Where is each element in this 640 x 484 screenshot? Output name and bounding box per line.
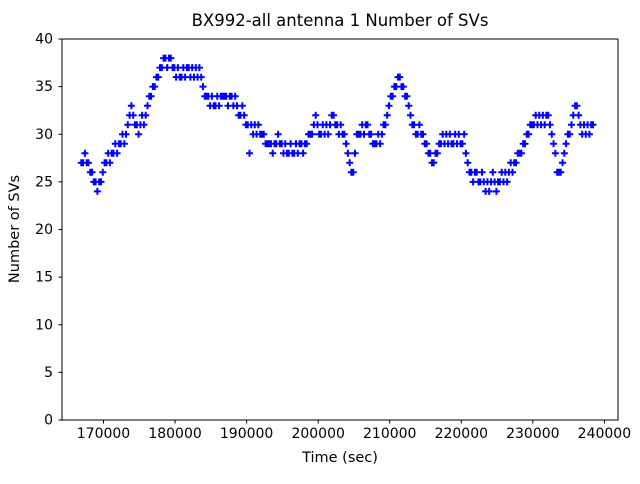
x-tick-label: 190000 — [220, 426, 273, 442]
y-tick-label: 40 — [35, 32, 53, 48]
chart-title: BX992-all antenna 1 Number of SVs — [192, 11, 489, 30]
x-tick-label: 200000 — [291, 426, 344, 442]
y-tick-label: 20 — [35, 222, 53, 238]
y-tick-label: 15 — [35, 270, 53, 286]
x-tick-label: 180000 — [148, 426, 201, 442]
y-axis-label: Number of SVs — [7, 175, 23, 283]
plot-area-border — [61, 38, 619, 421]
x-tick-label: 230000 — [506, 426, 559, 442]
y-tick-label: 5 — [44, 365, 53, 381]
y-tick-label: 10 — [35, 317, 53, 333]
x-tick-label: 240000 — [578, 426, 631, 442]
data-series-markers — [77, 54, 597, 195]
x-tick-label: 210000 — [363, 426, 416, 442]
plot-area — [62, 39, 618, 420]
y-tick-label: 35 — [35, 79, 53, 95]
x-axis-ticks: 170000 180000 190000 200000 210000 220000 2300… — [77, 420, 631, 442]
y-tick-label: 0 — [44, 413, 53, 429]
y-tick-label: 25 — [35, 174, 53, 190]
x-axis-label: Time (sec) — [301, 450, 378, 466]
x-tick-label: 220000 — [435, 426, 488, 442]
y-axis-ticks: 0 5 10 15 20 25 30 35 40 — [35, 32, 62, 429]
x-tick-label: 170000 — [77, 426, 130, 442]
y-tick-label: 30 — [35, 127, 53, 143]
